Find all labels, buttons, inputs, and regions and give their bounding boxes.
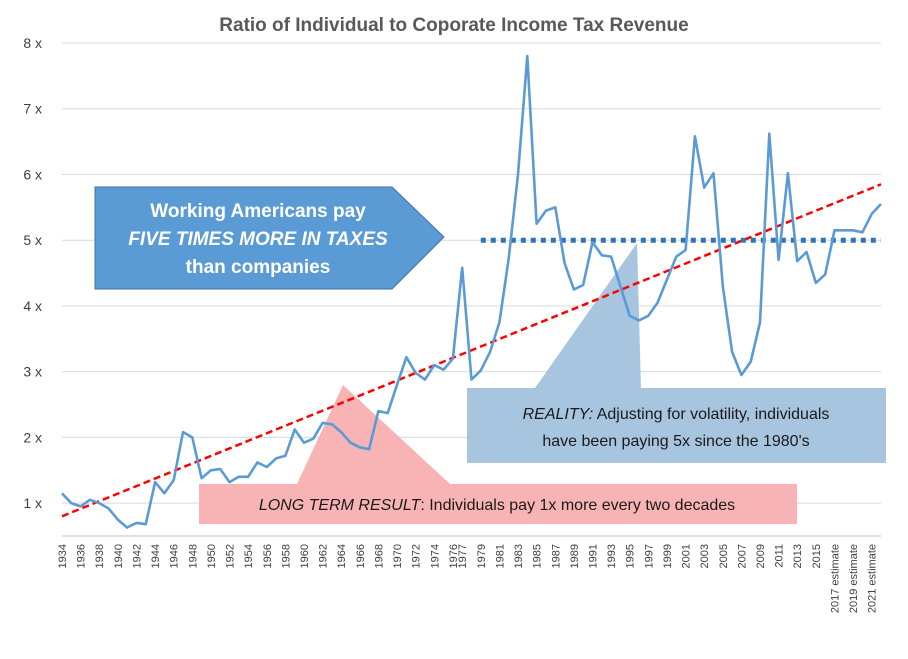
x-tick-label: 1981 <box>494 544 506 568</box>
x-tick-label: 1968 <box>373 544 385 568</box>
x-tick-label: 2015 <box>811 544 823 568</box>
x-tick-label: 1952 <box>225 544 237 568</box>
y-tick-label: 3 x <box>23 364 42 380</box>
reality-callout-line-1: REALITY: Adjusting for volatility, indiv… <box>523 406 830 423</box>
x-tick-label: 1962 <box>318 544 330 568</box>
x-tick-label: 1948 <box>187 544 199 568</box>
x-tick-label: 1974 <box>429 544 441 568</box>
x-tick-label: 1976 <box>448 544 460 568</box>
x-tick-label: 2011 <box>774 544 786 568</box>
x-tick-label: 1989 <box>569 544 581 568</box>
x-tick-label: 1936 <box>76 544 88 568</box>
x-tick-label: 1934 <box>57 544 69 568</box>
y-tick-label: 2 x <box>23 429 42 445</box>
x-tick-label: 1966 <box>355 544 367 568</box>
blue-arrow-line-2: FIVE TIMES MORE IN TAXES <box>128 229 388 250</box>
x-tick-label: 2007 <box>736 544 748 568</box>
series-line-ratio <box>61 54 882 529</box>
x-tick-label: 1997 <box>643 544 655 568</box>
x-tick-label: 1960 <box>299 544 311 568</box>
x-tick-label: 1999 <box>662 544 674 568</box>
x-tick-label: 2013 <box>792 544 804 568</box>
y-tick-label: 1 x <box>23 495 42 511</box>
x-tick-label: 1956 <box>262 544 274 568</box>
x-tick-label: 1993 <box>606 544 618 568</box>
y-tick-label: 4 x <box>23 298 42 314</box>
x-tick-label: 1983 <box>513 544 525 568</box>
blue-arrow-callout <box>94 186 445 290</box>
x-tick-label: 2003 <box>699 544 711 568</box>
reality-callout-label: REALITY: <box>523 406 594 423</box>
long-term-callout-text: : Individuals pay 1x more every two deca… <box>420 497 735 514</box>
long-term-callout-box <box>199 484 797 524</box>
reality-callout-pointer <box>535 243 641 388</box>
y-tick-label: 7 x <box>23 101 42 117</box>
x-tick-label: 1995 <box>625 544 637 568</box>
x-tick-label: 1964 <box>336 544 348 568</box>
x-tick-label: 1987 <box>550 544 562 568</box>
x-tick-label: 1958 <box>280 544 292 568</box>
long-term-callout-line: LONG TERM RESULT: Individuals pay 1x mor… <box>259 497 735 514</box>
reality-callout-text-1: Adjusting for volatility, individuals <box>593 406 829 423</box>
x-tick-label: 1946 <box>169 544 181 568</box>
x-tick-label: 2017 estimate <box>829 544 841 613</box>
x-tick-label: 1940 <box>113 544 125 568</box>
x-tick-label: 1938 <box>94 544 106 568</box>
x-tick-label: 1985 <box>532 544 544 568</box>
x-tick-label: 1970 <box>392 544 404 568</box>
series-group <box>61 54 882 529</box>
x-tick-label: 1991 <box>587 544 599 568</box>
x-tick-label: 1944 <box>150 544 162 568</box>
x-axis: 1934 1936 1938 1940 1942 1944 1946 1948 1950 1952… <box>57 535 881 613</box>
y-tick-label: 8 x <box>23 35 42 51</box>
reality-callout-box <box>467 388 886 463</box>
blue-arrow-line-1: Working Americans pay <box>150 201 366 222</box>
x-tick-label: 1977 <box>457 544 469 568</box>
x-tick-label: 1972 <box>411 544 423 568</box>
x-tick-label: 2019 estimate <box>848 544 860 613</box>
x-tick-label: 2009 <box>755 544 767 568</box>
y-tick-label: 5 x <box>23 232 42 248</box>
y-axis: 1 x 2 x 3 x 4 x 5 x 6 x 7 x 8 x <box>23 35 42 511</box>
x-tick-label: 1954 <box>243 544 255 568</box>
x-tick-label: 1979 <box>476 544 488 568</box>
x-tick-label: 1942 <box>131 544 143 568</box>
x-tick-label: 2001 <box>681 544 693 568</box>
blue-arrow-line-3: than companies <box>186 257 331 278</box>
x-tick-label: 2005 <box>718 544 730 568</box>
x-tick-label: 2021 estimate <box>867 544 879 613</box>
chart-title: Ratio of Individual to Coporate Income T… <box>219 15 688 36</box>
x-tick-label: 1950 <box>206 544 218 568</box>
long-term-callout-label: LONG TERM RESULT <box>259 497 422 514</box>
reality-callout-line-2: have been paying 5x since the 1980's <box>542 433 809 450</box>
y-tick-label: 6 x <box>23 166 42 182</box>
